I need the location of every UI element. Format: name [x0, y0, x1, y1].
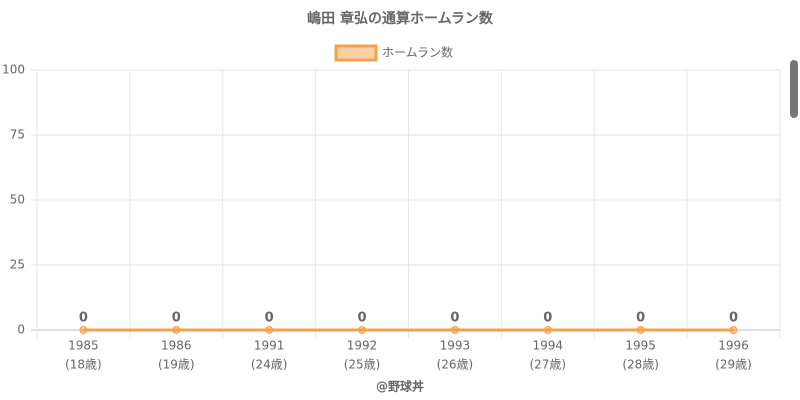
legend-label: ホームラン数 — [382, 45, 453, 60]
chart-title: 嶋田 章弘の通算ホームラン数 — [307, 10, 494, 27]
point — [172, 326, 181, 334]
point — [450, 326, 459, 334]
x-tick-label: (19歳) — [158, 358, 195, 372]
x-tick-label: (27歳) — [529, 358, 566, 372]
x-tick-label: 1994 — [533, 339, 564, 353]
value-label: 0 — [79, 311, 88, 326]
value-label: 0 — [729, 311, 738, 326]
value-label: 0 — [358, 311, 367, 326]
x-axis-label: @野球丼 — [376, 379, 424, 394]
point — [636, 326, 645, 334]
point — [729, 326, 738, 334]
x-tick-label: (18歳) — [65, 358, 102, 372]
x-tick-label: 1993 — [440, 339, 471, 353]
y-tick-label: 0 — [17, 323, 25, 337]
x-tick-label: (26歳) — [437, 358, 474, 372]
x-tick-label: 1986 — [161, 339, 192, 353]
y-tick-label: 50 — [10, 193, 25, 207]
x-tick-label: 1996 — [718, 339, 749, 353]
value-label: 0 — [543, 311, 552, 326]
x-tick-label: 1992 — [347, 339, 378, 353]
point — [358, 326, 367, 334]
y-tick-label: 100 — [2, 63, 25, 77]
point — [79, 326, 88, 334]
value-label: 0 — [450, 311, 459, 326]
legend-swatch — [334, 44, 378, 62]
value-label: 0 — [172, 311, 181, 326]
y-tick-label: 25 — [10, 258, 25, 272]
scrollbar[interactable] — [790, 60, 798, 118]
x-tick-label: 1995 — [625, 339, 656, 353]
value-label: 0 — [265, 311, 274, 326]
x-tick-label: (29歳) — [715, 358, 752, 372]
value-label: 0 — [636, 311, 645, 326]
x-tick-label: (24歳) — [251, 358, 288, 372]
x-tick-label: 1991 — [254, 339, 285, 353]
point — [265, 326, 274, 334]
x-tick-label: (28歳) — [622, 358, 659, 372]
y-tick-label: 75 — [10, 128, 25, 142]
x-tick-label: 1985 — [68, 339, 99, 353]
point — [543, 326, 552, 334]
x-tick-label: (25歳) — [344, 358, 381, 372]
